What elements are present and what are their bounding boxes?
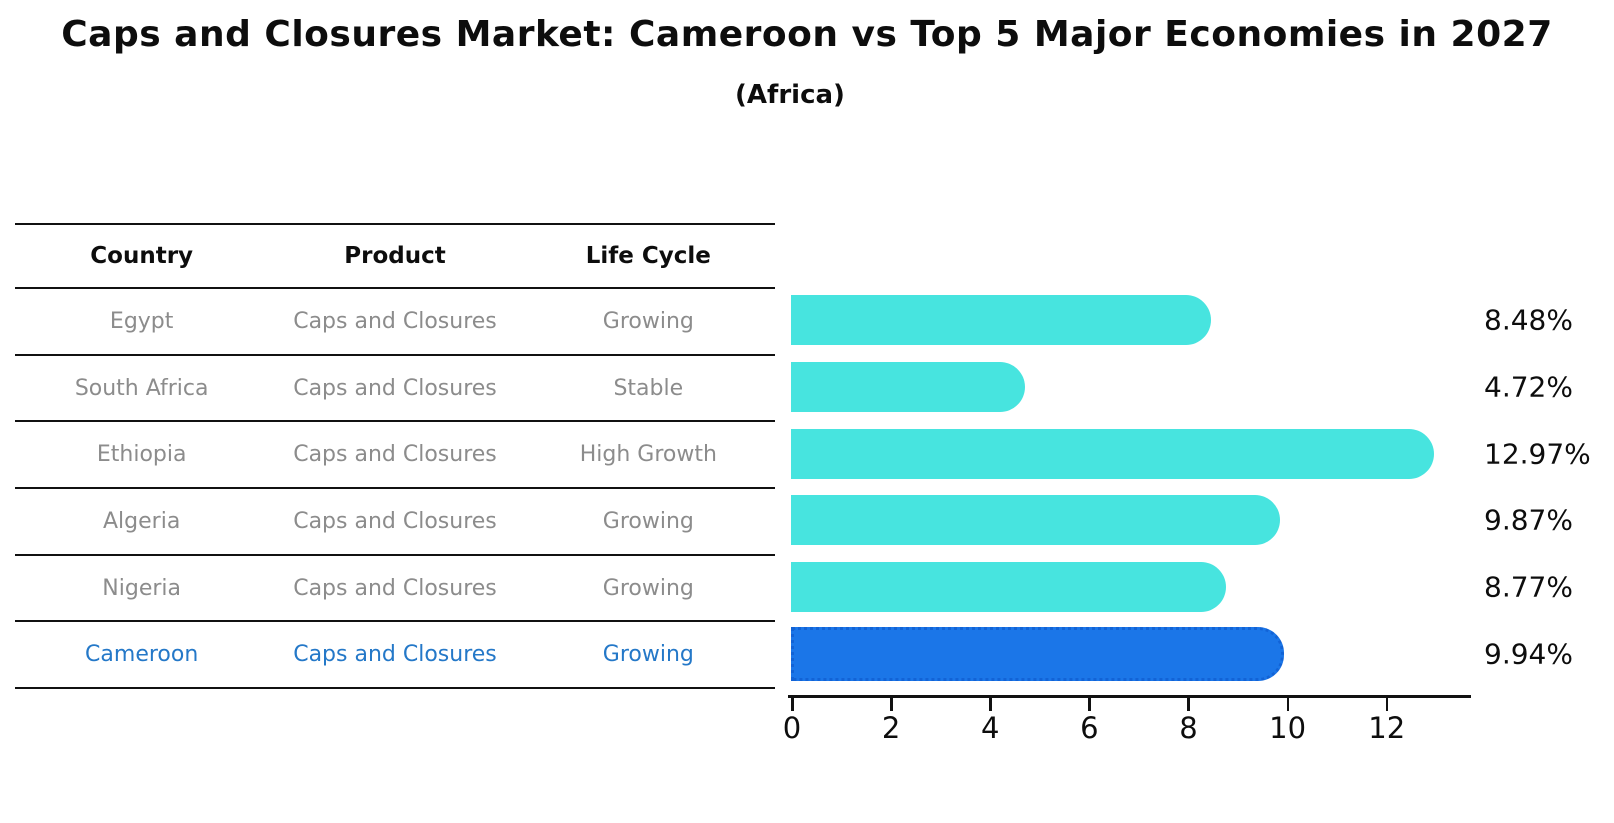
life-cycle-cell: High Growth — [579, 442, 717, 468]
country-cell: Algeria — [103, 508, 181, 534]
life-cycle-cell: Growing — [602, 308, 694, 334]
x-axis-tick-mark — [1385, 698, 1389, 711]
bar-value-label: 12.97% — [1484, 437, 1591, 471]
table-row: South Africa Caps and Closures Stable — [15, 356, 775, 423]
x-axis-tick-label: 4 — [981, 711, 1000, 745]
column-header-life-cycle: Life Cycle — [585, 243, 711, 269]
country-table: Country Product Life Cycle Egypt Caps an… — [15, 223, 775, 690]
x-axis-tick-label: 8 — [1179, 711, 1198, 745]
life-cycle-cell: Growing — [602, 508, 694, 534]
bar-value-label: 8.77% — [1484, 570, 1573, 604]
country-cell: Ethiopia — [96, 442, 187, 468]
country-cell: Egypt — [109, 308, 174, 334]
life-cycle-cell: Growing — [602, 575, 694, 601]
table-row-highlight-cameroon: Cameroon Caps and Closures Growing — [15, 622, 775, 690]
bar-value-label: 4.72% — [1484, 370, 1573, 404]
x-axis-tick-label: 6 — [1080, 711, 1099, 745]
column-header-country: Country — [90, 243, 194, 269]
bar-algeria — [791, 495, 1281, 546]
table-row: Egypt Caps and Closures Growing — [15, 289, 775, 356]
x-axis-tick-label: 2 — [881, 711, 901, 745]
x-axis-tick-mark — [791, 698, 794, 711]
x-axis-tick-mark — [1286, 698, 1290, 711]
x-axis-tick-mark — [989, 698, 992, 711]
country-cell: Nigeria — [102, 575, 182, 601]
bar-value-label: 8.48% — [1484, 303, 1573, 337]
table-header-row: Country Product Life Cycle — [15, 225, 775, 289]
product-cell: Caps and Closures — [293, 575, 497, 601]
table-row: Nigeria Caps and Closures Growing — [15, 556, 775, 623]
bar-value-label: 9.87% — [1484, 503, 1573, 537]
chart-title: Caps and Closures Market: Cameroon vs To… — [61, 14, 1553, 55]
bar-cameroon-highlight — [791, 626, 1284, 681]
x-axis — [788, 695, 1471, 698]
life-cycle-cell: Stable — [613, 375, 684, 401]
life-cycle-cell: Growing — [602, 642, 694, 668]
bar-ethiopia — [791, 428, 1434, 479]
column-header-product: Product — [344, 243, 446, 269]
product-cell: Caps and Closures — [293, 642, 497, 668]
product-cell: Caps and Closures — [293, 375, 497, 401]
table-row: Ethiopia Caps and Closures High Growth — [15, 422, 775, 490]
bar-south-africa — [791, 362, 1025, 412]
bar-plot-area — [791, 287, 1470, 687]
chart-subtitle: (Africa) — [735, 80, 845, 110]
country-cell: Cameroon — [85, 642, 199, 668]
x-axis-tick-label: 12 — [1368, 711, 1406, 745]
bar-nigeria — [791, 562, 1226, 612]
x-axis-tick-mark — [1088, 698, 1091, 711]
x-axis-tick-mark — [1187, 698, 1190, 711]
product-cell: Caps and Closures — [293, 508, 497, 534]
x-axis-tick-mark — [890, 698, 893, 711]
country-cell: South Africa — [74, 375, 209, 401]
product-cell: Caps and Closures — [293, 442, 497, 468]
bar-value-label: 9.94% — [1484, 637, 1573, 671]
product-cell: Caps and Closures — [293, 308, 497, 334]
table-row: Algeria Caps and Closures Growing — [15, 489, 775, 556]
x-axis-tick-label: 0 — [782, 711, 802, 745]
x-axis-tick-label: 10 — [1269, 711, 1307, 745]
bar-egypt — [791, 295, 1212, 346]
